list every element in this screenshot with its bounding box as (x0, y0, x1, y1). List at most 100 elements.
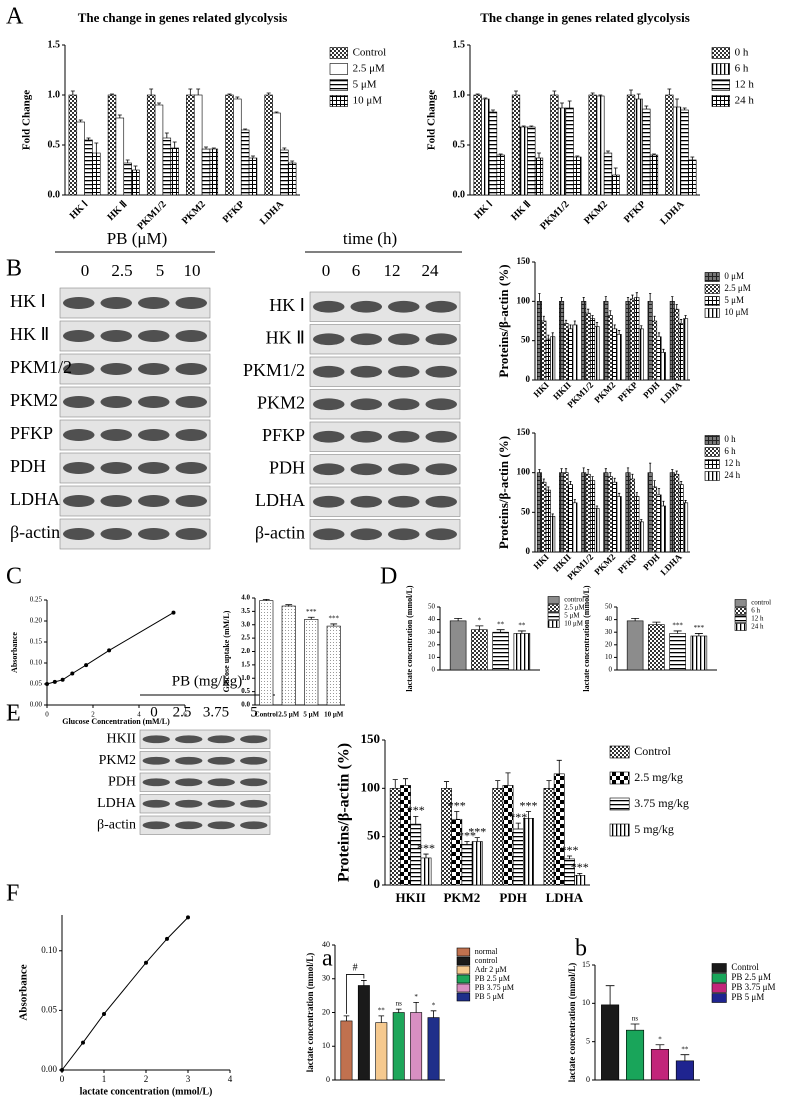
bar (626, 94, 636, 196)
legend-label: 6 h (724, 446, 736, 456)
blot-row-label: PFKP (10, 423, 53, 443)
blot-row-label: β-actin (10, 522, 60, 542)
significance-label: *** (448, 798, 466, 812)
x-tick-label: 0 (45, 711, 49, 719)
legend-swatch (711, 993, 727, 1003)
bar (649, 154, 659, 196)
blot-row-label: HK Ⅰ (269, 295, 305, 315)
error-bar (566, 855, 573, 859)
bar (675, 1060, 694, 1081)
y-tick-label: 2.0 (241, 647, 250, 655)
bar (601, 1004, 620, 1081)
bar (392, 1012, 405, 1081)
error-bar (454, 811, 460, 820)
error-bar (235, 96, 240, 99)
blot-band (63, 330, 95, 342)
significance-label: *** (571, 860, 589, 874)
error-bar (560, 102, 564, 108)
blot-band (142, 778, 170, 787)
error-bar (653, 315, 656, 321)
lane-label: 5 (156, 261, 165, 280)
bar (660, 352, 666, 381)
blot-band (425, 398, 457, 411)
blot-band (175, 778, 203, 787)
x-tick-label: 6 (183, 711, 187, 719)
bar (572, 324, 578, 381)
point (144, 960, 148, 965)
legend-swatch (711, 983, 727, 993)
bar (534, 157, 544, 196)
bar (656, 336, 662, 381)
error-bar (395, 1008, 402, 1013)
error-bar (454, 617, 463, 621)
bar (594, 508, 600, 553)
y-tick-label: 40 (605, 615, 613, 623)
bar (650, 1049, 669, 1081)
error-bar (117, 114, 122, 118)
error-bar (569, 480, 572, 485)
x-tick-label: 4 (228, 1074, 233, 1084)
error-bar (655, 1044, 665, 1050)
blot-band (100, 330, 132, 342)
significance-label: *** (407, 803, 425, 817)
bar (557, 107, 567, 196)
legend-swatch (711, 963, 727, 973)
legend-label: 6 h (735, 63, 749, 75)
y-tick-label: 1.0 (453, 89, 466, 100)
bar (550, 336, 556, 381)
bar (511, 94, 521, 196)
error-bar (251, 155, 255, 158)
bar (84, 139, 93, 196)
bar (665, 94, 674, 196)
legend-swatch (704, 308, 720, 318)
y-tick-label: 10 (428, 653, 436, 661)
bar (461, 844, 473, 886)
bar (76, 121, 85, 196)
bar (688, 159, 697, 196)
bar (573, 156, 582, 196)
error-bar (290, 160, 295, 163)
x-tick-label: 4 (137, 711, 141, 719)
panel-label: F (6, 881, 19, 907)
bar (225, 94, 234, 196)
error-bar (204, 146, 208, 149)
blot-band (207, 756, 235, 765)
y-tick-label: 100 (517, 467, 531, 477)
error-bar (475, 625, 484, 630)
legend-label: 12 h (724, 458, 740, 468)
bar (492, 788, 504, 886)
blot-band (63, 495, 95, 507)
y-tick-label: 4.0 (241, 594, 250, 602)
error-bar (521, 125, 526, 127)
error-bar (525, 811, 532, 819)
bar (326, 625, 341, 706)
lane-label: 0 (81, 261, 90, 280)
legend-label: PB 5 μM (475, 992, 504, 1001)
blot-band (175, 799, 203, 808)
legend-label: PB 2.5 μM (731, 972, 771, 982)
y-tick-label: 0 (526, 374, 531, 384)
bar (536, 301, 542, 381)
error-bar (505, 772, 511, 786)
legend-label: 24 h (751, 623, 764, 631)
bar (502, 785, 514, 886)
error-bar (640, 325, 643, 329)
error-bar (675, 304, 678, 310)
error-bar (392, 779, 398, 789)
y-tick-label: 5 (586, 1036, 590, 1045)
legend-swatch (609, 745, 630, 759)
blot-band (388, 463, 420, 476)
blot-band (313, 495, 345, 508)
error-bar (662, 500, 665, 506)
bar (574, 875, 586, 886)
bar (481, 98, 490, 196)
error-bar (515, 822, 521, 829)
x-tick-label: PFKP (221, 199, 247, 225)
legend-label: 0 μM (724, 271, 744, 281)
error-bar (604, 468, 607, 473)
legend-swatch (609, 823, 630, 837)
error-bar (125, 159, 130, 163)
blot-band (425, 528, 457, 541)
error-bar (613, 324, 616, 329)
error-bar (491, 109, 495, 112)
